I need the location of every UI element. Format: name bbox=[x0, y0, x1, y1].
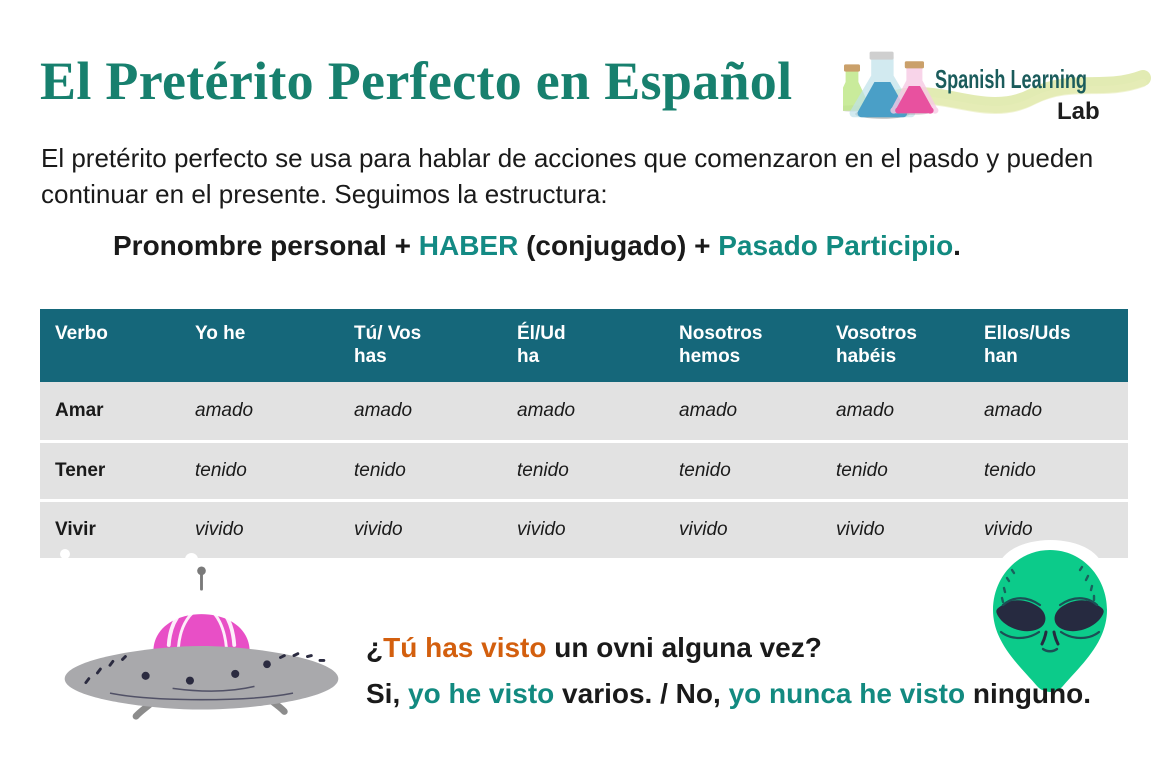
svg-text:Lab: Lab bbox=[1057, 98, 1100, 125]
svg-text:Spanish Learning: Spanish Learning bbox=[935, 64, 1087, 94]
